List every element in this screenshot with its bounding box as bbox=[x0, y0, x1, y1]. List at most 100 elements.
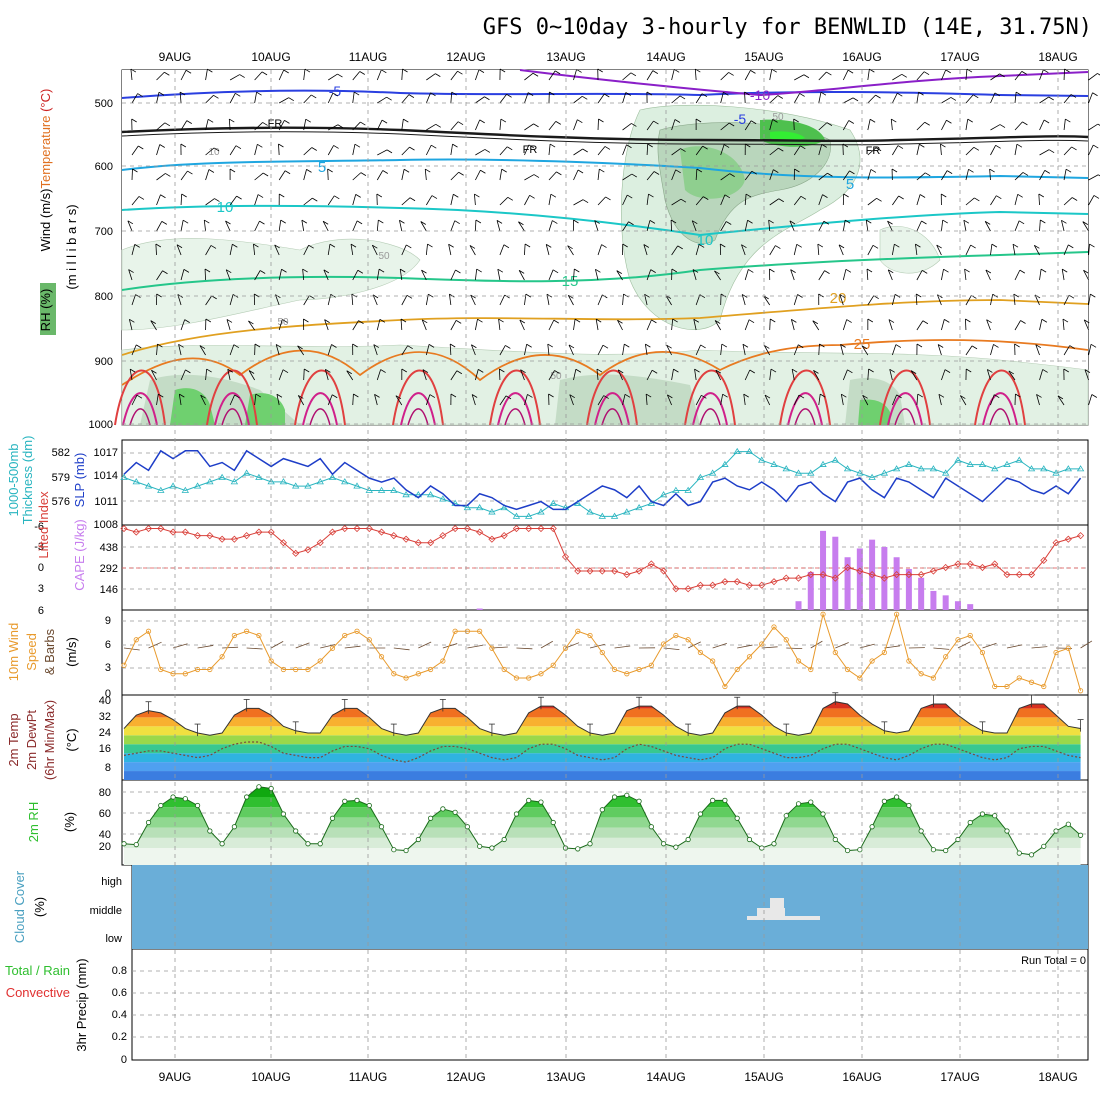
thickness-point bbox=[525, 512, 533, 519]
barb-staff bbox=[720, 344, 723, 356]
rh-point bbox=[955, 836, 961, 843]
lifted-index-point bbox=[488, 535, 496, 543]
barb-flag bbox=[986, 319, 992, 324]
wind-barb bbox=[1088, 73, 1100, 81]
barb-flag bbox=[843, 193, 849, 198]
barb-flag bbox=[373, 344, 379, 348]
thickness-point bbox=[672, 486, 680, 493]
barb-staff bbox=[695, 395, 702, 406]
barb-flag bbox=[378, 268, 385, 273]
lifted-index-point bbox=[316, 539, 324, 547]
wind-barb bbox=[425, 344, 435, 356]
barb-staff bbox=[644, 344, 648, 356]
barb-flag bbox=[311, 147, 317, 151]
rh-point bbox=[317, 841, 323, 847]
barb-flag bbox=[699, 294, 706, 299]
wind-barb bbox=[151, 369, 157, 381]
wind-barb bbox=[646, 143, 653, 156]
barb-staff bbox=[1039, 170, 1046, 181]
wind-barb bbox=[225, 220, 231, 232]
barb-staff bbox=[646, 194, 649, 206]
wind-barb bbox=[496, 220, 503, 232]
wind-speed-point bbox=[906, 658, 912, 664]
barb-staff bbox=[793, 118, 795, 131]
barb-staff bbox=[1039, 219, 1041, 232]
barb-staff bbox=[597, 169, 600, 181]
barb-staff bbox=[524, 243, 526, 256]
barb-flag bbox=[729, 173, 735, 177]
barb-staff bbox=[1039, 69, 1044, 81]
barb-flag bbox=[723, 91, 729, 96]
wind-speed-point bbox=[1041, 683, 1047, 690]
barb-flag bbox=[921, 270, 928, 274]
wind-barb bbox=[1008, 370, 1016, 381]
barb-flag bbox=[1022, 121, 1028, 126]
wind-speed-point bbox=[219, 654, 225, 660]
barb-flag bbox=[484, 96, 490, 101]
wind-barb bbox=[1039, 170, 1051, 181]
barb-staff bbox=[498, 319, 501, 331]
pressure-tick: 900 bbox=[95, 356, 113, 368]
barb-flag bbox=[963, 219, 970, 224]
barb-staff bbox=[401, 146, 410, 156]
lifted-index-point bbox=[672, 585, 680, 593]
barb-flag bbox=[261, 71, 268, 76]
surface-contour bbox=[887, 392, 923, 426]
wind-barb bbox=[671, 148, 686, 156]
barb-flag bbox=[527, 92, 534, 96]
lifted-index-point bbox=[991, 560, 999, 568]
barb-flag bbox=[353, 393, 359, 398]
wind-barb bbox=[915, 243, 921, 256]
barb-staff bbox=[474, 194, 476, 206]
barb-staff bbox=[965, 345, 973, 356]
barb-flag bbox=[616, 270, 622, 274]
barb-staff bbox=[127, 220, 133, 232]
wind-barb bbox=[520, 369, 526, 381]
wind-barb bbox=[744, 143, 751, 156]
barb-flag bbox=[526, 343, 532, 348]
wind-barb bbox=[793, 118, 799, 131]
wind-barb bbox=[303, 169, 312, 181]
thickness-point bbox=[267, 478, 275, 485]
rh-point bbox=[170, 794, 176, 800]
barb-staff bbox=[840, 344, 844, 356]
barb-flag bbox=[651, 369, 658, 374]
wind-barb bbox=[475, 96, 490, 104]
barb-flag bbox=[556, 171, 562, 176]
date-label-top: 10AUG bbox=[251, 50, 290, 64]
barb-staff bbox=[916, 270, 923, 281]
barb-staff bbox=[128, 269, 133, 281]
barb-staff bbox=[744, 269, 749, 281]
barb-flag bbox=[324, 319, 330, 323]
wind-barb bbox=[376, 369, 386, 381]
barb-staff bbox=[327, 92, 334, 104]
barb-staff bbox=[794, 74, 805, 81]
lifted-index-point bbox=[120, 524, 128, 533]
surface-contour bbox=[122, 392, 158, 426]
barb-staff bbox=[253, 244, 256, 256]
barb-staff bbox=[1034, 294, 1040, 306]
barb-flag bbox=[996, 195, 1002, 200]
isotherms bbox=[121, 69, 1089, 386]
barb-flag bbox=[282, 369, 289, 374]
barb-flag bbox=[213, 94, 219, 99]
wind-barb bbox=[867, 94, 881, 104]
barb-staff bbox=[671, 95, 681, 104]
barb-flag bbox=[701, 394, 707, 399]
temp-band bbox=[122, 695, 1088, 699]
barb-flag bbox=[527, 394, 533, 398]
wind-speed-point bbox=[256, 632, 262, 639]
barb-flag bbox=[395, 395, 402, 400]
wind-barb bbox=[1062, 318, 1069, 331]
wind-barb bbox=[671, 95, 686, 104]
barb-flag bbox=[1034, 294, 1041, 299]
barb-staff bbox=[769, 119, 773, 131]
barb-flag bbox=[1092, 92, 1098, 97]
wind-barb bbox=[573, 119, 583, 131]
wind-speed-point bbox=[1065, 645, 1071, 651]
barb-staff bbox=[205, 95, 214, 104]
wind-barb bbox=[475, 169, 486, 181]
wind-barb bbox=[1014, 143, 1023, 156]
wind-barb bbox=[156, 221, 168, 232]
